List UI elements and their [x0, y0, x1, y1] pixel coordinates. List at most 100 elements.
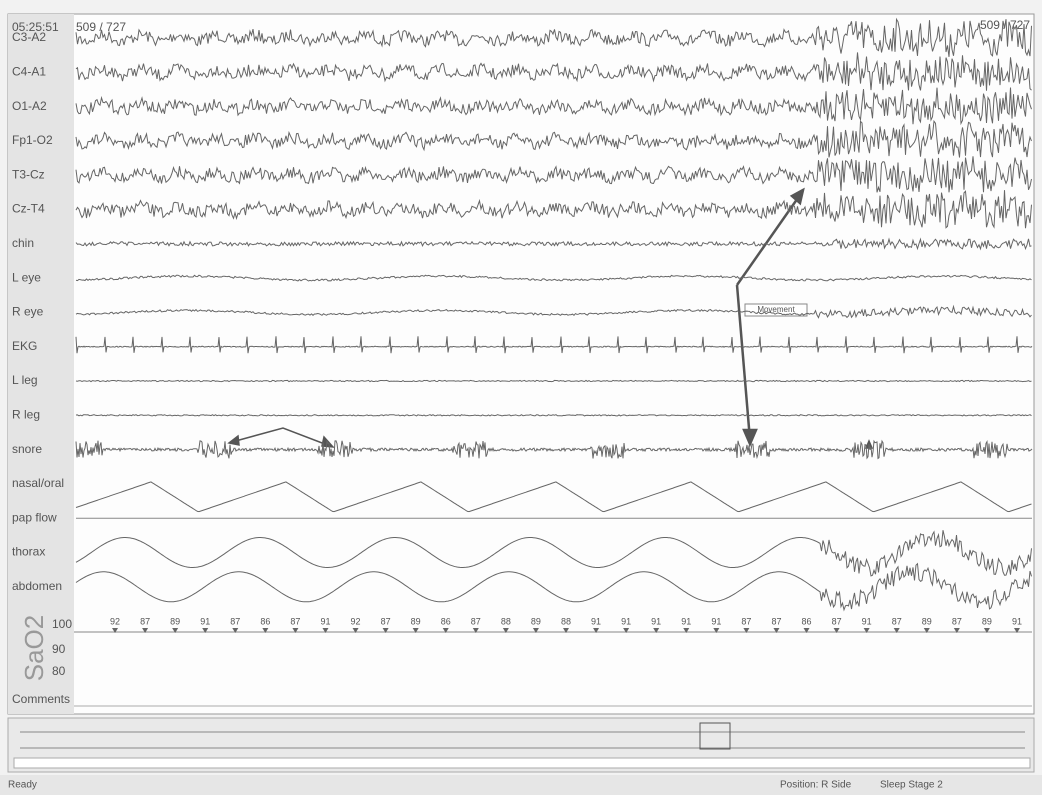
spo2-marker — [623, 628, 630, 633]
channel-label: thorax — [12, 545, 45, 559]
spo2-marker — [773, 628, 780, 633]
spo2-marker — [442, 628, 449, 633]
status-text: Ready — [8, 780, 37, 791]
time: 05:25:51 — [12, 20, 59, 34]
waveform — [75, 190, 1032, 229]
spo2-marker — [352, 628, 359, 633]
spo2-reading: 91 — [1012, 616, 1022, 626]
channel-label: Cz-T4 — [12, 202, 45, 216]
waveform — [75, 562, 1032, 612]
scrollbar[interactable] — [13, 757, 1031, 769]
spo2-marker — [983, 628, 990, 633]
spo2-marker — [262, 628, 269, 633]
channel-label: R eye — [12, 305, 44, 319]
spo2-marker — [923, 628, 930, 633]
spo2-marker — [382, 628, 389, 633]
channel-label: L leg — [12, 373, 38, 387]
spo2-marker — [502, 628, 509, 633]
spo2-marker — [112, 628, 119, 633]
trace-panel — [7, 13, 1035, 715]
spo2-reading: 91 — [711, 616, 721, 626]
waveform — [75, 481, 1032, 513]
channel-label: EKG — [12, 339, 37, 353]
label-column — [8, 14, 74, 714]
spo2-marker — [322, 628, 329, 633]
spo2-marker — [142, 628, 149, 633]
waveform — [75, 17, 1032, 57]
spo2-marker — [653, 628, 660, 633]
channel-label: abdomen — [12, 579, 62, 593]
spo2-reading: 87 — [832, 616, 842, 626]
channel-label: nasal/oral — [12, 476, 64, 490]
waveform — [75, 336, 1033, 354]
spo2-reading: 87 — [741, 616, 751, 626]
spo2-reading: 86 — [260, 616, 270, 626]
channel-label: snore — [12, 442, 42, 456]
spo2-reading: 87 — [771, 616, 781, 626]
spo2-marker — [713, 628, 720, 633]
waveform — [75, 379, 1032, 383]
spo2-reading: 91 — [621, 616, 631, 626]
spo2-scale: 90 — [52, 642, 66, 656]
spo2-reading: 87 — [230, 616, 240, 626]
comments-label: Comments — [12, 692, 70, 706]
spo2-reading: 87 — [892, 616, 902, 626]
spo2-marker — [893, 628, 900, 633]
spo2-marker — [803, 628, 810, 633]
channel-label: R leg — [12, 407, 40, 421]
spo2-marker — [863, 628, 870, 633]
spo2-reading: 89 — [170, 616, 180, 626]
channel-label: Fp1-O2 — [12, 133, 53, 147]
channel-label: L eye — [12, 270, 41, 284]
status-text: Sleep Stage 2 — [880, 780, 943, 791]
spo2-marker — [472, 628, 479, 633]
waveform — [75, 87, 1032, 126]
waveform — [75, 304, 1032, 319]
waveform — [75, 439, 1033, 460]
spo2-reading: 91 — [591, 616, 601, 626]
spo2-marker — [743, 628, 750, 633]
spo2-reading: 86 — [441, 616, 451, 626]
waveform — [75, 530, 1032, 577]
spo2-reading: 87 — [381, 616, 391, 626]
spo2-marker — [202, 628, 209, 633]
spo2-reading: 89 — [982, 616, 992, 626]
spo2-marker — [412, 628, 419, 633]
spo2-marker — [1013, 628, 1020, 633]
event-label: Movement — [757, 305, 795, 314]
spo2-marker — [532, 628, 539, 633]
spo2-reading: 88 — [561, 616, 571, 626]
epoch: 509 / 727 — [76, 20, 126, 34]
spo2-marker — [232, 628, 239, 633]
spo2-reading: 87 — [471, 616, 481, 626]
waveform — [75, 237, 1032, 251]
spo2-reading: 89 — [411, 616, 421, 626]
spo2-marker — [292, 628, 299, 633]
spo2-scale: 100 — [52, 617, 72, 631]
status-bar — [0, 775, 1042, 795]
spo2-marker — [593, 628, 600, 633]
spo2-reading: 89 — [922, 616, 932, 626]
channel-label: C3-A2 — [12, 30, 46, 44]
waveform — [75, 156, 1032, 193]
spo2-reading: 91 — [681, 616, 691, 626]
spo2-reading: 92 — [110, 616, 120, 626]
spo2-reading: 87 — [290, 616, 300, 626]
channel-label: C4-A1 — [12, 64, 46, 78]
waveform — [75, 52, 1032, 91]
waveform — [75, 274, 1032, 282]
spo2-scale: 80 — [52, 664, 66, 678]
spo2-reading: 87 — [140, 616, 150, 626]
spo2-reading: 89 — [531, 616, 541, 626]
spo2-marker — [172, 628, 179, 633]
spo2-marker — [563, 628, 569, 633]
spo2-reading: 86 — [802, 616, 812, 626]
waveform — [75, 119, 1032, 158]
spo2-label: SaO2 — [19, 615, 49, 682]
spo2-reading: 87 — [952, 616, 962, 626]
timeline-cursor — [699, 722, 731, 750]
spo2-reading: 91 — [320, 616, 330, 626]
spo2-marker — [833, 628, 840, 633]
spo2-reading: 91 — [862, 616, 872, 626]
